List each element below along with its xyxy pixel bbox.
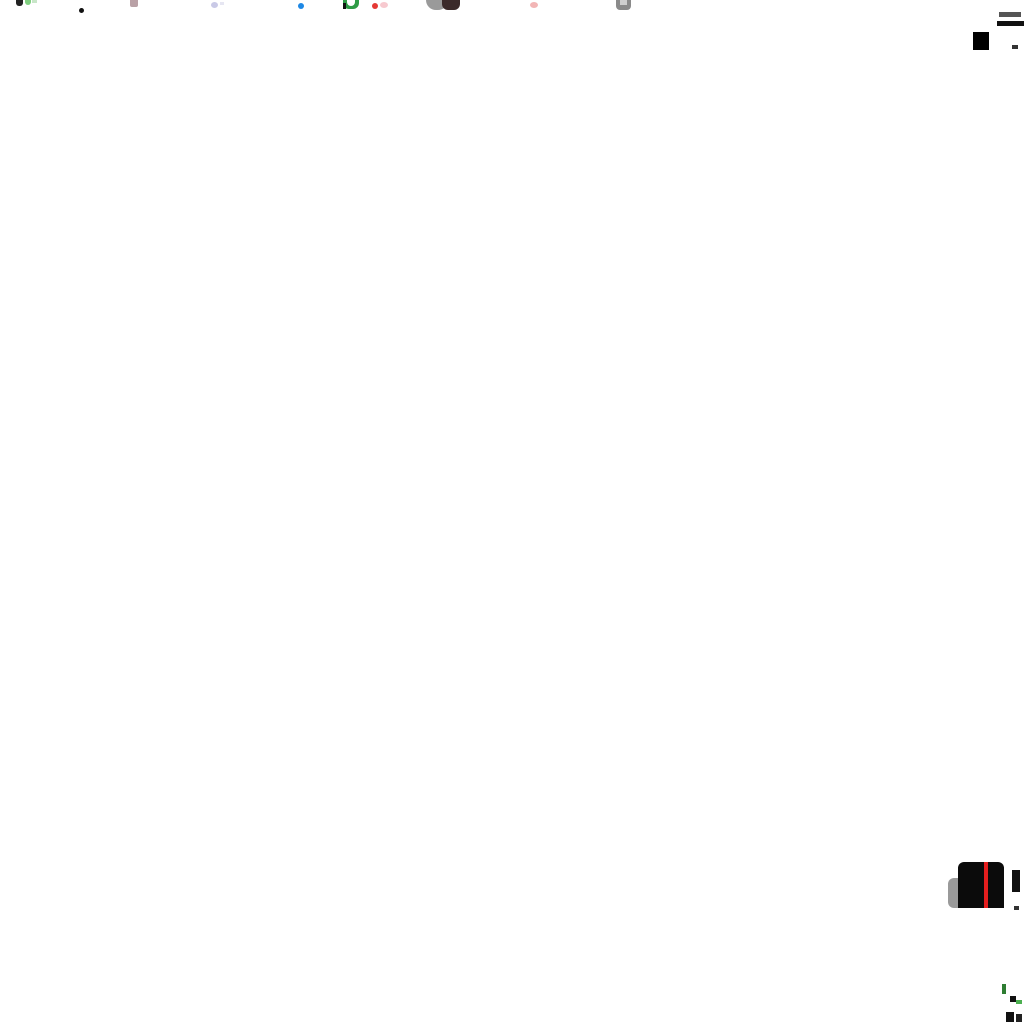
dark-block-icon-2 bbox=[1016, 1014, 1022, 1022]
app-icon-3[interactable] bbox=[211, 2, 218, 8]
app-icon-7[interactable] bbox=[426, 0, 460, 10]
dot-icon bbox=[79, 8, 84, 13]
app-icon-6-accent bbox=[380, 2, 388, 8]
dark-mark-icon bbox=[1010, 996, 1016, 1002]
menu-bar-icon[interactable] bbox=[999, 12, 1021, 17]
bottom-right-icons[interactable] bbox=[996, 982, 1024, 1024]
thumbnail-image[interactable] bbox=[946, 858, 1024, 912]
dark-block-icon bbox=[1006, 1012, 1014, 1022]
thumbnail-side bbox=[1012, 870, 1020, 892]
small-mark bbox=[1012, 45, 1018, 49]
app-icon-2[interactable] bbox=[130, 0, 138, 7]
green-dot-icon bbox=[1016, 1000, 1022, 1004]
thumbnail-red-stripe bbox=[984, 862, 988, 908]
app-icon-6[interactable] bbox=[372, 3, 378, 9]
app-icon-5[interactable] bbox=[343, 0, 359, 10]
menu-bar-icon-2[interactable] bbox=[997, 21, 1024, 26]
top-right-controls[interactable] bbox=[964, 8, 1024, 54]
app-icon-4[interactable] bbox=[298, 3, 304, 9]
app-icon-1[interactable] bbox=[16, 0, 38, 8]
top-icon-strip bbox=[0, 0, 1024, 16]
app-icon-9[interactable] bbox=[616, 0, 631, 10]
app-icon-3-accent bbox=[220, 2, 224, 5]
green-mark-icon bbox=[1002, 984, 1006, 994]
app-icon-8[interactable] bbox=[530, 2, 538, 8]
thumbnail-body bbox=[958, 862, 1004, 908]
square-icon[interactable] bbox=[973, 32, 989, 50]
thumbnail-dot bbox=[1014, 906, 1019, 910]
